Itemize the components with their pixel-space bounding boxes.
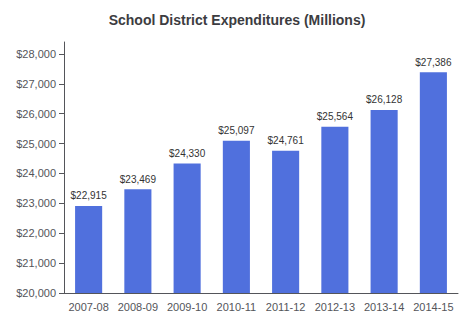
svg-text:$24,761: $24,761 xyxy=(268,135,305,146)
svg-text:2008-09: 2008-09 xyxy=(118,301,158,313)
svg-text:School District Expenditures (: School District Expenditures (Millions) xyxy=(109,12,366,28)
svg-text:$25,000: $25,000 xyxy=(16,138,56,150)
svg-text:2012-13: 2012-13 xyxy=(315,301,355,313)
svg-text:$28,000: $28,000 xyxy=(16,48,56,60)
svg-text:$25,097: $25,097 xyxy=(218,125,255,136)
svg-text:$23,469: $23,469 xyxy=(120,174,157,185)
svg-text:2011-12: 2011-12 xyxy=(266,301,306,313)
svg-text:$20,000: $20,000 xyxy=(16,287,56,299)
svg-text:2014-15: 2014-15 xyxy=(413,301,453,313)
svg-text:2007-08: 2007-08 xyxy=(68,301,108,313)
svg-text:$24,330: $24,330 xyxy=(169,148,206,159)
svg-text:2010-11: 2010-11 xyxy=(217,301,257,313)
svg-text:2009-10: 2009-10 xyxy=(167,301,207,313)
svg-text:2013-14: 2013-14 xyxy=(364,301,404,313)
svg-text:$21,000: $21,000 xyxy=(16,257,56,269)
svg-text:$24,000: $24,000 xyxy=(16,167,56,179)
svg-text:$22,915: $22,915 xyxy=(71,190,108,201)
svg-text:$26,128: $26,128 xyxy=(366,94,403,105)
svg-text:$25,564: $25,564 xyxy=(317,111,354,122)
svg-text:$27,000: $27,000 xyxy=(16,78,56,90)
svg-text:$22,000: $22,000 xyxy=(16,227,56,239)
svg-text:$26,000: $26,000 xyxy=(16,108,56,120)
svg-text:$27,386: $27,386 xyxy=(415,57,452,68)
svg-text:$23,000: $23,000 xyxy=(16,197,56,209)
